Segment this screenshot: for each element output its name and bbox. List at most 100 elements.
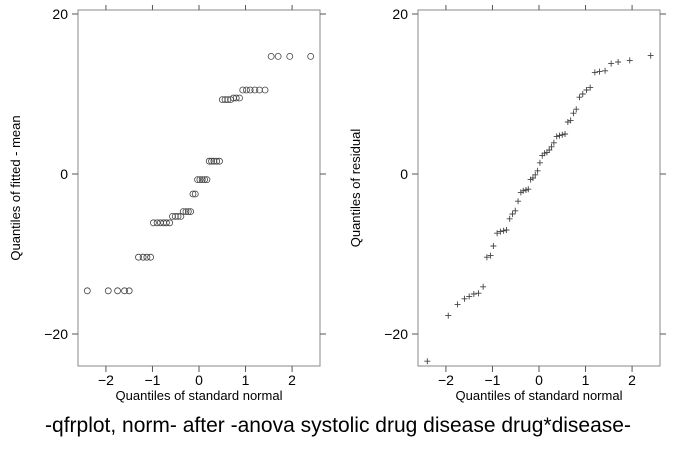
- data-point: [236, 94, 243, 102]
- y-tick-label: −20: [384, 326, 408, 342]
- data-point: [171, 212, 179, 220]
- data-point: [174, 212, 182, 220]
- y-axis-label: Quantiles of residual: [348, 129, 363, 248]
- data-point: [187, 208, 195, 216]
- data-point: [483, 254, 490, 261]
- x-tick-label: −2: [98, 372, 114, 388]
- data-point: [626, 57, 633, 64]
- data-point: [203, 176, 211, 184]
- data-point: [179, 208, 187, 216]
- data-point: [596, 68, 603, 75]
- data-point: [529, 175, 536, 181]
- x-axis-label: Quantiles of standard normal: [456, 388, 623, 403]
- x-tick-label: 0: [535, 372, 543, 388]
- data-point: [121, 287, 128, 295]
- data-point: [166, 219, 174, 227]
- y-tick-label: 0: [60, 166, 68, 182]
- y-tick-label: 20: [392, 6, 408, 22]
- data-point: [201, 176, 208, 184]
- data-point: [239, 86, 247, 94]
- data-point: [189, 190, 197, 198]
- data-point: [548, 143, 555, 150]
- y-tick-label: −20: [44, 326, 68, 342]
- data-point: [424, 358, 431, 365]
- residual-quantile-panel: −20 0 20 −2 −1 0 1 2 Quantiles of standard norma…: [348, 5, 666, 403]
- data-point: [267, 53, 275, 60]
- data-point: [500, 227, 507, 234]
- data-point: [210, 157, 218, 165]
- data-point: [256, 86, 263, 94]
- y-tick-label: 20: [52, 6, 68, 22]
- data-point: [445, 312, 452, 319]
- plot-frame: [77, 9, 321, 367]
- data-point: [583, 87, 590, 93]
- data-point: [534, 167, 541, 174]
- data-point: [153, 219, 161, 227]
- data-point: [261, 86, 269, 94]
- data-point: [216, 157, 223, 165]
- y-tick-label: 0: [400, 166, 408, 182]
- data-point: [546, 147, 553, 153]
- data-point: [194, 176, 202, 184]
- data-point: [503, 227, 510, 233]
- data-point: [125, 287, 133, 295]
- data-point: [564, 119, 571, 125]
- data-point: [251, 86, 259, 94]
- data-point: [602, 67, 609, 74]
- data-point: [487, 252, 494, 259]
- fitted-quantile-panel: −20 0 20 −2 −1 0 1 2 Quantiles of standard norma…: [8, 5, 326, 403]
- data-point: [512, 207, 519, 214]
- data-point: [149, 219, 157, 227]
- data-point: [246, 86, 254, 94]
- data-point: [232, 94, 240, 102]
- y-axis-label: Quantiles of fitted - mean: [8, 115, 23, 260]
- x-tick-label: −2: [438, 372, 454, 388]
- x-tick-label: 2: [288, 372, 296, 388]
- data-point: [221, 96, 229, 103]
- data-point: [454, 301, 461, 308]
- data-point: [506, 215, 513, 222]
- x-tick-label: 1: [582, 372, 590, 388]
- data-point: [243, 86, 250, 94]
- data-point: [497, 228, 504, 235]
- data-point: [520, 187, 527, 194]
- x-axis-label: Quantiles of standard normal: [116, 388, 283, 403]
- plot-frame: [417, 9, 661, 367]
- data-point: [567, 117, 574, 124]
- data-point: [184, 208, 192, 216]
- data-point: [562, 131, 569, 137]
- data-point: [205, 157, 213, 165]
- data-point: [608, 60, 615, 67]
- data-point: [191, 190, 199, 198]
- x-tick-label: −1: [484, 372, 500, 388]
- data-point: [147, 253, 155, 261]
- data-point: [143, 253, 151, 261]
- data-point: [490, 243, 497, 249]
- data-point: [509, 211, 516, 217]
- x-tick-label: 0: [195, 372, 203, 388]
- data-point: [553, 133, 560, 140]
- data-point: [480, 283, 487, 290]
- data-point: [208, 157, 215, 165]
- data-point: [135, 253, 142, 261]
- data-point: [579, 91, 586, 97]
- data-point: [587, 84, 594, 91]
- x-tick-label: 1: [242, 372, 250, 388]
- data-point: [274, 53, 282, 60]
- x-tick-label: 2: [628, 372, 636, 388]
- data-point: [615, 59, 622, 65]
- data-point: [556, 132, 563, 139]
- data-point: [104, 287, 112, 295]
- data-point: [466, 293, 473, 300]
- data-point: [494, 230, 501, 237]
- figure-caption: -qfrplot, norm- after -anova systolic dr…: [45, 414, 631, 437]
- data-point: [525, 186, 532, 193]
- data-point: [213, 157, 221, 165]
- data-point: [576, 94, 583, 101]
- data-point: [196, 176, 204, 184]
- data-point: [169, 212, 176, 220]
- data-point: [470, 291, 477, 297]
- data-point: [182, 208, 190, 216]
- data-point: [647, 52, 654, 59]
